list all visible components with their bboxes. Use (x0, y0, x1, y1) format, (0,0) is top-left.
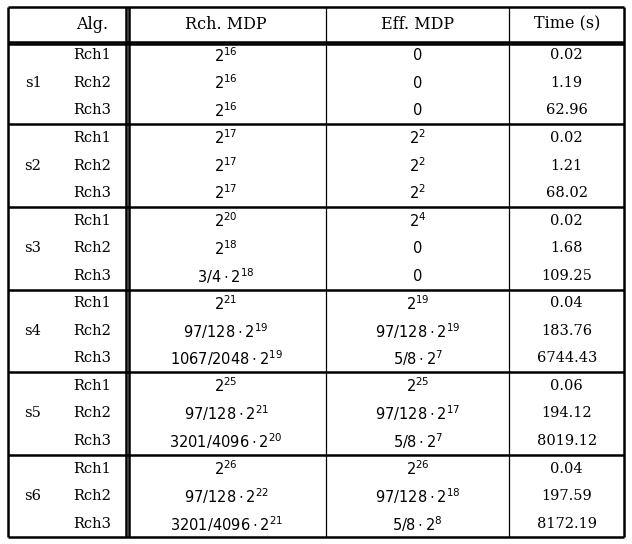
Text: $2^{19}$: $2^{19}$ (406, 294, 430, 313)
Text: Rch2: Rch2 (73, 489, 111, 503)
Text: $97/128 \cdot 2^{22}$: $97/128 \cdot 2^{22}$ (184, 486, 269, 506)
Text: Rch3: Rch3 (73, 517, 111, 531)
Text: $2^{2}$: $2^{2}$ (410, 184, 426, 202)
Text: $2^{25}$: $2^{25}$ (214, 376, 238, 395)
Text: $2^{25}$: $2^{25}$ (406, 376, 430, 395)
Text: Rch3: Rch3 (73, 103, 111, 118)
Text: Rch2: Rch2 (73, 76, 111, 90)
Text: 1.19: 1.19 (550, 76, 583, 90)
Text: s1: s1 (25, 76, 41, 90)
Text: 109.25: 109.25 (542, 269, 592, 283)
Text: $2^{26}$: $2^{26}$ (406, 459, 430, 478)
Text: Time (s): Time (s) (533, 16, 600, 33)
Text: $97/128 \cdot 2^{17}$: $97/128 \cdot 2^{17}$ (375, 404, 460, 423)
Text: Rch3: Rch3 (73, 351, 111, 366)
Text: $97/128 \cdot 2^{19}$: $97/128 \cdot 2^{19}$ (183, 321, 269, 341)
Text: $2^{26}$: $2^{26}$ (214, 459, 238, 478)
Text: Rch1: Rch1 (73, 296, 111, 310)
Text: 8019.12: 8019.12 (537, 434, 597, 448)
Text: $5/8 \cdot 2^{7}$: $5/8 \cdot 2^{7}$ (392, 431, 443, 451)
Text: Rch1: Rch1 (73, 214, 111, 227)
Text: 1.68: 1.68 (550, 241, 583, 255)
Text: 62.96: 62.96 (546, 103, 588, 118)
Text: 0.02: 0.02 (550, 48, 583, 63)
Text: $2^{2}$: $2^{2}$ (410, 128, 426, 147)
Text: s5: s5 (25, 406, 42, 421)
Text: $2^{17}$: $2^{17}$ (214, 128, 238, 147)
Text: $0$: $0$ (413, 102, 423, 119)
Text: $2^{4}$: $2^{4}$ (409, 211, 427, 230)
Text: $0$: $0$ (413, 240, 423, 256)
Text: Rch1: Rch1 (73, 131, 111, 145)
Text: Rch1: Rch1 (73, 48, 111, 63)
Text: 1.21: 1.21 (550, 158, 583, 172)
Text: 68.02: 68.02 (546, 186, 588, 200)
Text: Rch2: Rch2 (73, 406, 111, 421)
Text: 0.02: 0.02 (550, 131, 583, 145)
Text: $2^{17}$: $2^{17}$ (214, 156, 238, 175)
Text: $97/128 \cdot 2^{18}$: $97/128 \cdot 2^{18}$ (375, 486, 461, 506)
Text: $0$: $0$ (413, 75, 423, 91)
Text: $97/128 \cdot 2^{21}$: $97/128 \cdot 2^{21}$ (183, 404, 269, 423)
Text: $2^{21}$: $2^{21}$ (214, 294, 238, 313)
Text: $2^{2}$: $2^{2}$ (410, 156, 426, 175)
Text: s2: s2 (25, 158, 42, 172)
Text: Alg.: Alg. (76, 16, 108, 33)
Text: $1067/2048 \cdot 2^{19}$: $1067/2048 \cdot 2^{19}$ (170, 349, 283, 368)
Text: Rch2: Rch2 (73, 158, 111, 172)
Text: $2^{20}$: $2^{20}$ (214, 211, 238, 230)
Text: $3/4 \cdot 2^{18}$: $3/4 \cdot 2^{18}$ (197, 266, 255, 286)
Text: Rch1: Rch1 (73, 379, 111, 393)
Text: 197.59: 197.59 (542, 489, 592, 503)
Text: $2^{16}$: $2^{16}$ (214, 46, 238, 65)
Text: $5/8 \cdot 2^{8}$: $5/8 \cdot 2^{8}$ (392, 514, 443, 534)
Text: $3201/4096 \cdot 2^{20}$: $3201/4096 \cdot 2^{20}$ (169, 431, 283, 451)
Text: $0$: $0$ (413, 268, 423, 284)
Text: $5/8 \cdot 2^{7}$: $5/8 \cdot 2^{7}$ (392, 349, 443, 368)
Text: 194.12: 194.12 (542, 406, 592, 421)
Text: $2^{18}$: $2^{18}$ (214, 239, 238, 257)
Text: $2^{17}$: $2^{17}$ (214, 184, 238, 202)
Text: s6: s6 (25, 489, 42, 503)
Text: 0.06: 0.06 (550, 379, 583, 393)
Text: Rch. MDP: Rch. MDP (185, 16, 267, 33)
Text: Rch1: Rch1 (73, 462, 111, 475)
Text: 8172.19: 8172.19 (537, 517, 597, 531)
Text: $3201/4096 \cdot 2^{21}$: $3201/4096 \cdot 2^{21}$ (169, 514, 283, 534)
Text: 183.76: 183.76 (541, 324, 592, 338)
Text: 6744.43: 6744.43 (537, 351, 597, 366)
Text: Rch3: Rch3 (73, 186, 111, 200)
Text: $2^{16}$: $2^{16}$ (214, 101, 238, 120)
Text: $97/128 \cdot 2^{19}$: $97/128 \cdot 2^{19}$ (375, 321, 461, 341)
Text: s3: s3 (25, 241, 42, 255)
Text: Rch3: Rch3 (73, 434, 111, 448)
Text: Rch2: Rch2 (73, 324, 111, 338)
Text: Rch2: Rch2 (73, 241, 111, 255)
Text: $2^{16}$: $2^{16}$ (214, 73, 238, 92)
Text: 0.02: 0.02 (550, 214, 583, 227)
Text: 0.04: 0.04 (550, 296, 583, 310)
Text: 0.04: 0.04 (550, 462, 583, 475)
Text: s4: s4 (25, 324, 42, 338)
Text: Eff. MDP: Eff. MDP (381, 16, 454, 33)
Text: $0$: $0$ (413, 47, 423, 63)
Text: Rch3: Rch3 (73, 269, 111, 283)
